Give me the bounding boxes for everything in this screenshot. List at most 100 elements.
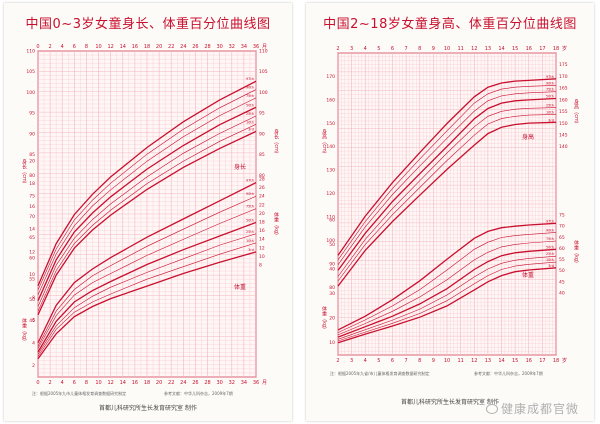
right-weight-tick-label: 26 [259,185,265,191]
x-tick-label-top: 9 [432,46,435,52]
x-tick-label-bottom: 8 [418,358,421,364]
x-tick-label-bottom: 20 [156,380,162,386]
height-curve [37,89,257,291]
height-curve [37,130,257,316]
height-curve [337,85,557,261]
right-weight-tick-label: 65 [559,235,565,241]
x-tick-label-top: 30 [216,44,222,50]
chart-title: 中国0~3岁女童身长、体重百分位曲线图 [25,17,271,32]
right-height-tick-label: 105 [259,69,268,75]
height-curve [37,80,257,287]
x-tick-label-top: 2 [49,44,52,50]
right-weight-tick-label: 50 [559,268,565,274]
height-percentile-label: 50th [546,94,554,98]
height-series-label: 身高 [522,133,534,141]
height-curve [337,107,557,277]
x-tick-label-bottom: 16 [132,380,138,386]
growth-chart-girls-2-18: 中国2~18岁女童身高、体重百分位曲线图 2 2 3 3 4 4 5 5 6 6 7 7 8 8 9 9 10 1… [306,3,594,421]
height-curve [337,91,557,265]
weight-tick-label: 20 [329,316,335,322]
weight-tick-label: 12 [29,249,35,255]
x-tick-label-bottom: 12 [471,358,477,364]
height-axis-label-right: 身长（cm） [273,129,279,157]
right-height-tick-label: 90 [259,131,265,137]
height-curve [37,115,257,307]
right-weight-tick-label: 14 [259,237,265,243]
x-tick-label-bottom: 16 [526,358,532,364]
weight-axis-label-right: 体重（kg） [573,239,579,266]
x-tick-label-top: 4 [364,46,367,52]
right-weight-tick-label: 22 [259,202,265,208]
x-tick-label-top: 8 [85,44,88,50]
height-tick-label: 160 [326,97,335,103]
weight-percentile-label: 75th [546,237,554,241]
weight-percentile-label: 3rd [248,248,254,252]
weight-tick-label: 18 [29,181,35,187]
x-tick-label-bottom: 22 [168,380,174,386]
height-percentile-label: 3rd [548,118,554,122]
height-percentile-label: 97th [546,75,554,79]
height-tick-label: 75 [29,194,35,200]
weight-axis-label: 体重（kg） [321,305,327,332]
x-tick-label-bottom: 36 [253,380,259,386]
x-tick-label-bottom: 2 [49,380,52,386]
weight-percentile-label: 90th [546,228,554,232]
weight-tick-label: 16 [29,204,35,210]
x-tick-label-top: 6 [73,44,76,50]
weight-tick-label: 8 [32,295,35,301]
source-note: 注：根据2005年九市儿童体格发育调查数据研究制定 [32,391,127,396]
right-height-tick-label: 100 [259,90,268,96]
x-tick-label-bottom: 28 [204,380,210,386]
height-tick-label: 130 [326,168,335,174]
x-tick-label-top: 34 [241,44,247,50]
source-note: 注：根据2005年九省/市儿童体格发育调查数据研究制定 [330,371,430,376]
x-tick-label-top: 4 [61,44,64,50]
weight-percentile-label: 75th [246,205,254,209]
right-height-tick-label: 160 [559,97,568,103]
chart-2-18-svg: 2233445566778899101011111212131314141515… [321,45,579,364]
x-tick-label-top: 26 [192,44,198,50]
height-percentile-label: 90th [246,86,254,90]
x-tick-label-top: 20 [156,44,162,50]
x-tick-label-top: 12 [107,44,113,50]
x-tick-label-bottom: 6 [73,380,76,386]
x-tick-label-bottom: 3 [350,358,353,364]
weight-curve [337,222,557,331]
weight-curve [37,233,257,355]
height-percentile-label: 90th [546,81,554,85]
height-curve [337,97,557,271]
right-height-tick-label: 170 [559,74,568,80]
x-tick-label-top: 2 [336,46,339,52]
weight-tick-label: 10 [329,340,335,346]
height-tick-label: 80 [29,173,35,179]
x-tick-label-top: 18 [144,44,150,50]
height-percentile-label: 10th [246,120,254,124]
height-tick-label: 120 [326,191,335,197]
height-tick-label: 70 [29,214,35,220]
weight-tick-label: 60 [329,217,335,223]
weight-axis-label-right: 体重（kg） [273,211,279,238]
weight-percentile-label: 97th [546,219,554,223]
height-axis-label-right: 身高（cm） [573,99,579,127]
watermark-text: 健康成都官微 [501,402,580,416]
height-curve [337,121,557,287]
height-percentile-label: 10th [546,110,554,114]
footer-credit: 首都儿科研究所生长发育研究室 制作 [401,399,499,406]
weight-percentile-label: 10th [246,239,254,243]
x-tick-label-top: 13 [485,46,491,52]
x-tick-label-top: 22 [168,44,174,50]
right-weight-tick-label: 24 [259,194,265,200]
x-tick-label-bottom: 10 [95,380,101,386]
height-percentile-label: 50th [246,103,254,107]
x-tick-label-top: 14 [498,46,504,52]
x-tick-label-bottom: 7 [405,358,408,364]
height-tick-label: 90 [329,261,335,267]
weight-tick-label: 10 [29,272,35,278]
weight-percentile-label: 25th [246,230,254,234]
weight-curve [37,251,257,360]
x-tick-label-bottom: 10 [444,358,450,364]
weight-tick-label: 20 [29,159,35,165]
height-tick-label: 110 [326,215,335,221]
height-tick-label: 80 [329,285,335,291]
right-weight-tick-label: 10 [259,254,265,260]
